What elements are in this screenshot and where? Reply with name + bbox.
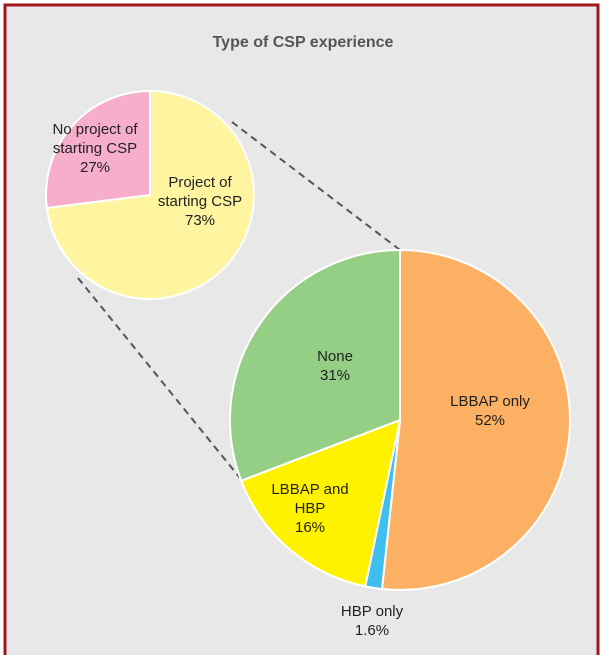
slice-label: Project of starting CSP 73% xyxy=(148,173,253,230)
slice-label: None 31% xyxy=(295,347,375,385)
pie-slice xyxy=(45,89,151,210)
slice-label: No project of starting CSP 27% xyxy=(39,120,151,177)
value-label: 27% xyxy=(79,159,111,176)
value-label: 1.6% xyxy=(354,622,390,639)
category-label: LBBAP and HBP xyxy=(271,481,349,517)
value-label: 16% xyxy=(294,519,326,536)
pie-slice xyxy=(380,248,571,591)
value-label: 52% xyxy=(474,412,506,429)
category-label: HBP only xyxy=(340,603,404,620)
slice-label: LBBAP and HBP 16% xyxy=(263,480,358,537)
category-label: None xyxy=(317,348,353,365)
category-label: Project of starting CSP xyxy=(157,174,243,210)
connector xyxy=(77,277,241,479)
slice-label: LBBAP only 52% xyxy=(430,392,550,430)
chart-title: Type of CSP experience xyxy=(212,34,394,51)
value-label: 31% xyxy=(319,367,351,384)
slice-label: HBP only 1.6% xyxy=(322,602,422,640)
category-label: LBBAP only xyxy=(450,393,530,410)
pie-slice xyxy=(229,248,401,483)
pie-slice xyxy=(239,418,402,588)
value-label: 73% xyxy=(184,212,216,229)
category-label: No project of starting CSP xyxy=(52,121,138,157)
